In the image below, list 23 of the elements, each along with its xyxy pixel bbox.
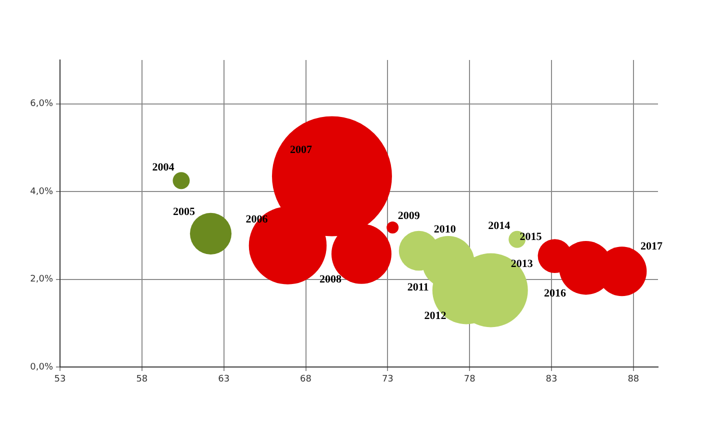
y-tick-label: 0,0% [30, 362, 54, 372]
annotation: 2010 [434, 224, 456, 236]
x-tick-label: 78 [464, 374, 476, 385]
x-tick-label: 58 [136, 374, 148, 385]
x-tick-label: 73 [382, 374, 394, 385]
y-tick-label: 4,0% [30, 186, 54, 197]
annotation: 2016 [544, 288, 566, 300]
annotation: 2011 [407, 282, 429, 294]
x-tick-label: 83 [546, 374, 558, 385]
annotation: 2012 [424, 310, 447, 322]
x-tick-label: 68 [300, 374, 312, 385]
annotation: 2017 [640, 240, 663, 253]
y-tick-label: 2,0% [30, 274, 54, 285]
annotation: 2005 [173, 206, 196, 218]
annotation: 2009 [398, 210, 420, 222]
annotation: 2014 [488, 220, 511, 232]
x-tick-label: 53 [54, 374, 66, 385]
x-tick-label: 63 [218, 374, 230, 385]
y-tick-label: 6,0% [30, 99, 54, 110]
annotation: 2007 [290, 144, 312, 156]
annotation: 2004 [152, 161, 175, 174]
x-tick-label: 88 [628, 374, 640, 385]
annotation: 2008 [319, 274, 342, 286]
